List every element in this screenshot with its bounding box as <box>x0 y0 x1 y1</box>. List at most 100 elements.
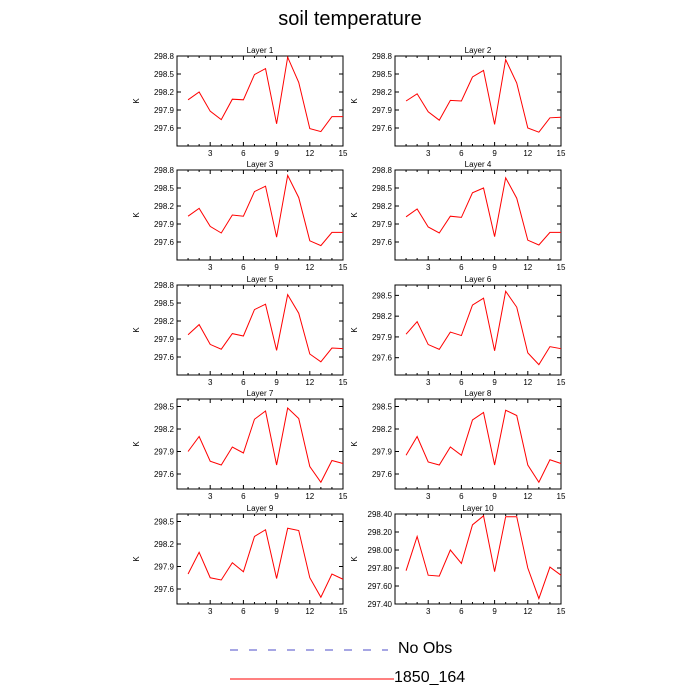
series-line <box>187 527 344 599</box>
y-tick-label: 297.9 <box>372 333 393 342</box>
x-tick-label: 12 <box>305 263 314 272</box>
panel-title: Layer 9 <box>247 504 274 513</box>
x-tick-label: 3 <box>426 378 431 387</box>
y-tick-label: 298.2 <box>154 88 175 97</box>
x-tick-label: 3 <box>208 607 213 616</box>
x-tick-label: 12 <box>523 492 532 501</box>
chart-panel: Layer 6 K 3 6 9 12 15 297.6 297.9 298.2 298.5 <box>350 275 566 387</box>
y-tick-label: 297.9 <box>154 106 175 115</box>
x-tick-label: 9 <box>274 378 279 387</box>
y-tick-label: 298.2 <box>372 88 393 97</box>
y-tick-label: 298.5 <box>154 184 175 193</box>
chart-panel: Layer 4 K 3 6 9 12 15 297.6 297.9 298.2 298.5 298.8 <box>350 160 566 272</box>
chart-panel: Layer 2 K 3 6 9 12 15 297.6 297.9 298.2 298.5 298.8 <box>350 46 566 158</box>
x-tick-label: 12 <box>523 263 532 272</box>
x-tick-label: 6 <box>459 149 464 158</box>
chart-panel: Layer 3 K 3 6 9 12 15 297.6 297.9 298.2 298.5 298.8 <box>132 160 348 272</box>
plot-frame <box>176 169 344 261</box>
plot-frame <box>176 55 344 147</box>
panel-title: Layer 3 <box>247 160 274 169</box>
y-tick-label: 298.8 <box>154 281 175 290</box>
series-line <box>187 407 344 484</box>
y-tick-label: 297.9 <box>372 448 393 457</box>
y-tick-label: 298.8 <box>372 166 393 175</box>
y-tick-label: 298.00 <box>368 546 393 555</box>
series-line <box>187 173 343 247</box>
panel-title: Layer 7 <box>247 389 274 398</box>
x-tick-label: 6 <box>241 149 246 158</box>
chart-panel: Layer 8 K 3 6 9 12 15 297.6 297.9 298.2 298.5 <box>350 389 566 501</box>
plot-frame <box>176 513 344 605</box>
y-tick-label: 297.40 <box>368 600 393 609</box>
legend-swatch-dashed <box>230 649 388 651</box>
y-tick-label: 298.2 <box>372 425 393 434</box>
x-tick-label: 3 <box>208 378 213 387</box>
y-tick-label: 297.9 <box>372 220 393 229</box>
x-tick-label: 6 <box>459 263 464 272</box>
y-tick-label: 298.5 <box>154 299 175 308</box>
y-tick-label: 298.5 <box>372 184 393 193</box>
x-tick-label: 15 <box>339 378 348 387</box>
x-tick-label: 15 <box>557 378 566 387</box>
chart-panel: Layer 10 K 3 6 9 12 15 297.40 297.60 297.80 298.00… <box>350 504 566 616</box>
y-tick-label: 298.2 <box>154 540 175 549</box>
y-tick-label: 297.9 <box>154 335 175 344</box>
y-tick-label: 297.9 <box>154 220 175 229</box>
y-tick-label: 298.8 <box>154 52 175 61</box>
x-tick-label: 12 <box>305 492 314 501</box>
y-tick-label: 298.2 <box>154 425 175 434</box>
y-tick-label: 298.20 <box>368 528 393 537</box>
x-tick-label: 3 <box>426 492 431 501</box>
y-tick-label: 298.2 <box>154 317 175 326</box>
chart-panel: Layer 5 K 3 6 9 12 15 297.6 297.9 298.2 298.5 298.8 <box>132 275 348 387</box>
y-axis-label: K <box>132 212 141 218</box>
x-tick-label: 3 <box>208 149 213 158</box>
x-tick-label: 12 <box>305 607 314 616</box>
legend-label-1850-164: 1850_164 <box>394 669 466 686</box>
x-tick-label: 9 <box>274 492 279 501</box>
y-axis-label: K <box>132 556 141 562</box>
y-tick-label: 297.9 <box>154 563 175 572</box>
x-tick-label: 6 <box>241 607 246 616</box>
x-tick-label: 15 <box>339 607 348 616</box>
x-tick-label: 15 <box>557 607 566 616</box>
chart-panel: Layer 1 K 3 6 9 12 15 297.6 297.9 298.2 298.5 298.8 <box>132 46 348 158</box>
y-tick-label: 297.9 <box>154 448 175 457</box>
page-title: soil temperature <box>278 8 422 30</box>
y-axis-label: K <box>132 98 141 104</box>
x-tick-label: 9 <box>492 492 497 501</box>
series-line <box>187 293 344 363</box>
x-tick-label: 15 <box>557 263 566 272</box>
x-tick-label: 9 <box>492 378 497 387</box>
x-tick-label: 3 <box>426 263 431 272</box>
legend-label-no-obs: No Obs <box>398 640 453 657</box>
x-tick-label: 15 <box>339 149 348 158</box>
x-tick-label: 12 <box>523 378 532 387</box>
x-tick-label: 6 <box>459 378 464 387</box>
x-tick-label: 12 <box>523 149 532 158</box>
x-tick-label: 9 <box>274 263 279 272</box>
x-tick-label: 12 <box>305 149 314 158</box>
x-tick-label: 9 <box>274 149 279 158</box>
y-tick-label: 297.6 <box>154 353 175 362</box>
legend-swatch-solid <box>230 678 394 680</box>
x-tick-label: 9 <box>492 607 497 616</box>
y-tick-label: 298.8 <box>372 52 393 61</box>
plot-frame <box>394 169 562 261</box>
y-tick-label: 297.6 <box>154 124 175 133</box>
chart-panel: Layer 9 K 3 6 9 12 15 297.6 297.9 298.2 298.5 <box>132 504 348 616</box>
plot-frame <box>394 284 562 376</box>
y-tick-label: 297.6 <box>154 585 175 594</box>
y-axis-label: K <box>350 98 359 104</box>
panel-title: Layer 8 <box>465 389 492 398</box>
legend-item-no-obs: No Obs <box>230 640 480 660</box>
y-tick-label: 297.6 <box>372 354 393 363</box>
plot-frame <box>394 398 562 490</box>
y-tick-label: 298.2 <box>154 202 175 211</box>
x-tick-label: 15 <box>557 149 566 158</box>
x-tick-label: 12 <box>305 378 314 387</box>
panel-title: Layer 5 <box>247 275 274 284</box>
x-tick-label: 3 <box>426 149 431 158</box>
y-tick-label: 297.6 <box>372 124 393 133</box>
x-tick-label: 6 <box>241 263 246 272</box>
